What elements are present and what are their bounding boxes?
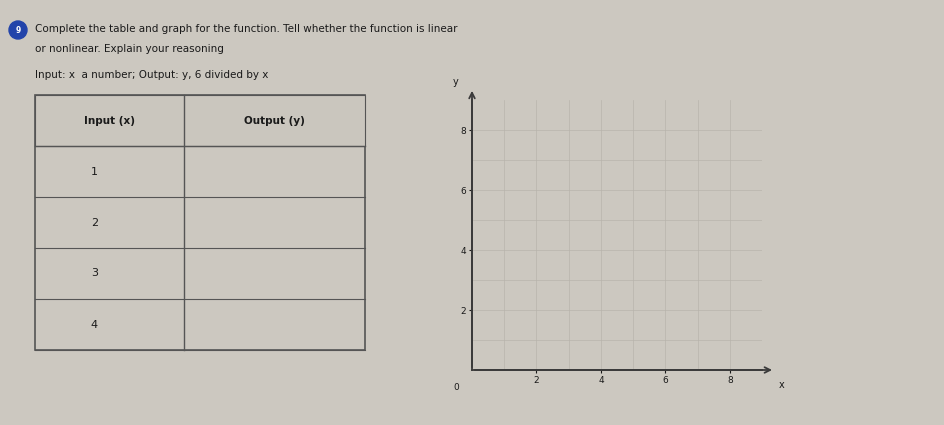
Text: 2: 2	[91, 218, 98, 227]
Text: 9: 9	[15, 26, 21, 34]
Text: Complete the table and graph for the function. Tell whether the function is line: Complete the table and graph for the fun…	[35, 24, 457, 34]
Text: Output (y): Output (y)	[244, 116, 304, 125]
Text: 1: 1	[91, 167, 97, 176]
Bar	[35, 95, 364, 146]
Bar	[35, 95, 364, 350]
Text: 3: 3	[91, 269, 97, 278]
Text: Input (x): Input (x)	[84, 116, 135, 125]
Text: x: x	[778, 380, 784, 390]
Text: y: y	[452, 77, 458, 87]
Circle shape	[9, 21, 27, 39]
Text: 0: 0	[452, 383, 458, 393]
Text: or nonlinear. Explain your reasoning: or nonlinear. Explain your reasoning	[35, 44, 224, 54]
Text: 4: 4	[91, 320, 98, 329]
Text: Input: x  a number; Output: y, 6 divided by x: Input: x a number; Output: y, 6 divided …	[35, 70, 268, 80]
